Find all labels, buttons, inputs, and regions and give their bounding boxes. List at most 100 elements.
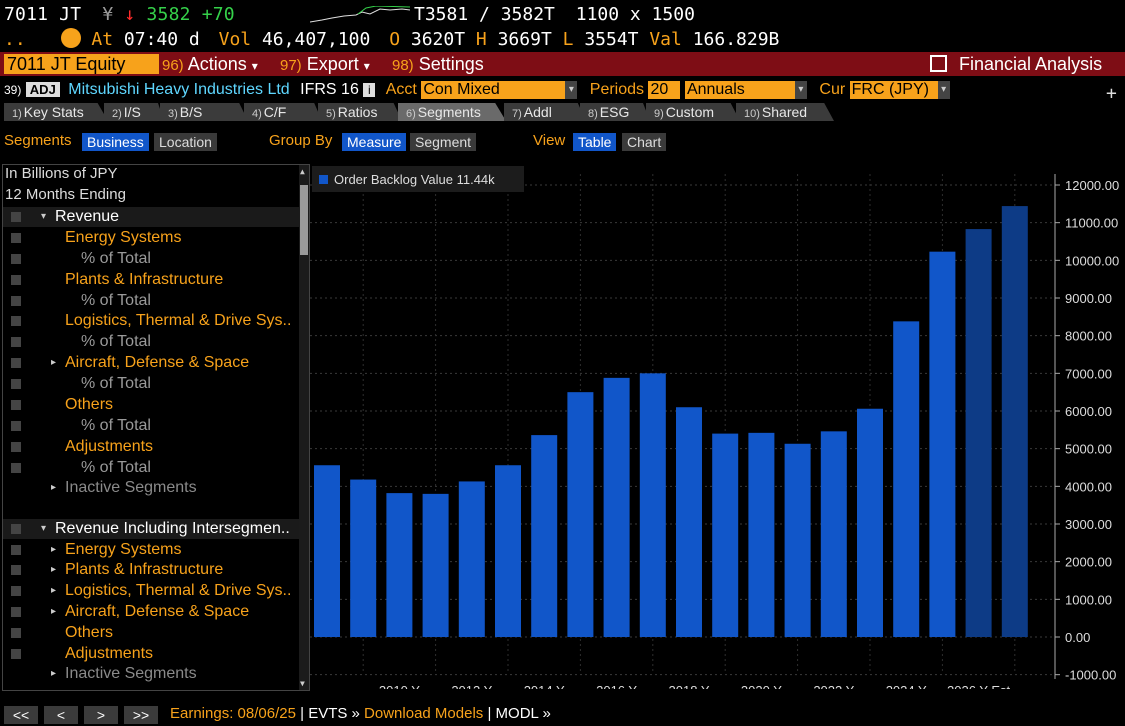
row-checkbox[interactable] [11, 628, 21, 638]
expand-icon[interactable]: ▸ [51, 482, 57, 493]
chevron-down-icon[interactable]: ▾ [794, 81, 807, 99]
tab-custom[interactable]: 9) Custom [646, 103, 740, 121]
tree-section-row[interactable]: ▾ Revenue Including Intersegmen.. [3, 519, 299, 539]
tree-row[interactable]: ▸ Inactive Segments [3, 478, 299, 498]
tree-row[interactable]: Logistics, Thermal & Drive Sys.. [3, 311, 299, 331]
row-checkbox[interactable] [11, 337, 21, 347]
row-checkbox[interactable] [11, 649, 21, 659]
modl-link[interactable]: MODL » [495, 705, 551, 722]
tree-row[interactable]: % of Total [3, 374, 299, 394]
earnings-link[interactable]: Earnings: 08/06/25 [170, 705, 296, 722]
scrollbar[interactable]: ▲ ▼ [299, 165, 309, 690]
last-page-button[interactable]: >> [124, 706, 158, 724]
chart-toggle[interactable]: Chart [622, 133, 667, 151]
tree-row[interactable]: Plants & Infrastructure [3, 270, 299, 290]
row-checkbox[interactable] [11, 275, 21, 285]
tree-section-row[interactable]: ▾ Revenue [3, 207, 299, 227]
periods-type-dropdown[interactable]: Annuals [684, 81, 795, 99]
security-field[interactable]: 7011 JT Equity [4, 54, 159, 74]
row-checkbox[interactable] [11, 421, 21, 431]
table-toggle[interactable]: Table [573, 133, 617, 151]
tab-shared[interactable]: 10) Shared [736, 103, 834, 121]
row-checkbox[interactable] [11, 565, 21, 575]
info-icon[interactable]: i [363, 83, 376, 98]
row-checkbox[interactable] [11, 233, 21, 243]
tree-row[interactable]: Adjustments [3, 437, 299, 457]
collapse-icon[interactable]: ▾ [41, 211, 47, 222]
tree-row[interactable]: Others [3, 623, 299, 643]
x-tick-label: 2020 Y [741, 683, 782, 689]
evts-link[interactable]: EVTS » [308, 705, 360, 722]
row-checkbox[interactable] [11, 524, 21, 534]
row-checkbox[interactable] [11, 358, 21, 368]
scroll-up-icon[interactable]: ▲ [300, 167, 305, 176]
tree-row[interactable]: ▸ Aircraft, Defense & Space [3, 353, 299, 373]
business-toggle[interactable]: Business [82, 133, 149, 151]
x-tick-label: 2018 Y [669, 683, 710, 689]
tab-esg[interactable]: 8) ESG [580, 103, 650, 121]
tree-row[interactable]: ▸ Inactive Segments [3, 664, 299, 684]
scroll-down-icon[interactable]: ▼ [300, 679, 305, 688]
row-checkbox[interactable] [11, 296, 21, 306]
function-title[interactable]: Financial Analysis [930, 52, 1102, 76]
expand-icon[interactable]: ▸ [51, 585, 57, 596]
row-checkbox[interactable] [11, 400, 21, 410]
segment-toggle[interactable]: Segment [410, 133, 477, 151]
row-checkbox[interactable] [11, 545, 21, 555]
row-checkbox[interactable] [11, 607, 21, 617]
tree-row[interactable]: % of Total [3, 416, 299, 436]
expand-icon[interactable]: ▸ [51, 357, 57, 368]
first-page-button[interactable]: << [4, 706, 38, 724]
tab-segments[interactable]: 6) Segments [398, 103, 506, 121]
toolbar: 96) Actions ▾ 97) Export ▾ 98) Settings … [0, 52, 1125, 76]
acct-dropdown[interactable]: Con Mixed [421, 81, 566, 99]
row-checkbox[interactable] [11, 212, 21, 222]
tab-balance-sheet[interactable]: 3) B/S [160, 103, 248, 121]
tree-row[interactable]: % of Total [3, 249, 299, 269]
zoom-icon[interactable]: + [1106, 83, 1117, 104]
tree-row[interactable]: ▸ Plants & Infrastructure [3, 560, 299, 580]
tab-ratios[interactable]: 5) Ratios [318, 103, 402, 121]
tab-key-stats[interactable]: 1) Key Stats [4, 103, 108, 121]
expand-icon[interactable]: ▸ [51, 564, 57, 575]
periods-field[interactable]: 20 [648, 81, 681, 99]
scrollbar-thumb[interactable] [300, 185, 308, 255]
tab-income-statement[interactable]: 2) I/S [104, 103, 164, 121]
row-checkbox[interactable] [11, 442, 21, 452]
next-page-button[interactable]: > [84, 706, 118, 724]
row-checkbox[interactable] [11, 316, 21, 326]
tree-row[interactable]: Adjustments [3, 644, 299, 664]
currency-dropdown[interactable]: FRC (JPY) [849, 81, 938, 99]
measure-toggle[interactable]: Measure [342, 133, 407, 151]
tree-row[interactable]: Energy Systems [3, 228, 299, 248]
location-toggle[interactable]: Location [154, 133, 217, 151]
y-tick-label: 3000.00 [1065, 517, 1112, 532]
tree-row[interactable]: ▸ Energy Systems [3, 540, 299, 560]
tab-cash-flow[interactable]: 4) C/F [244, 103, 322, 121]
tree-row[interactable]: % of Total [3, 291, 299, 311]
tree-row[interactable]: % of Total [3, 458, 299, 478]
row-checkbox[interactable] [11, 379, 21, 389]
export-menu[interactable]: 97) Export ▾ [280, 54, 370, 74]
row-checkbox[interactable] [11, 254, 21, 264]
expand-icon[interactable]: ▸ [51, 606, 57, 617]
row-checkbox[interactable] [11, 463, 21, 473]
settings-menu[interactable]: 98) Settings [392, 54, 484, 74]
chevron-down-icon[interactable]: ▾ [937, 81, 950, 99]
prev-page-button[interactable]: < [44, 706, 78, 724]
download-models-link[interactable]: Download Models [364, 705, 484, 722]
tree-row[interactable]: Others [3, 395, 299, 415]
expand-icon[interactable]: ▸ [51, 668, 57, 679]
row-checkbox[interactable] [11, 586, 21, 596]
tab-addl[interactable]: 7) Addl [504, 103, 586, 121]
segments-label: Segments [4, 132, 72, 149]
adj-button[interactable]: ADJ [25, 82, 60, 98]
tree-row[interactable]: ▸ Aircraft, Defense & Space [3, 602, 299, 622]
chevron-down-icon[interactable]: ▾ [565, 81, 578, 99]
tree-row[interactable]: % of Total [3, 332, 299, 352]
tree-row[interactable]: ▸ Logistics, Thermal & Drive Sys.. [3, 581, 299, 601]
actions-menu[interactable]: 96) Actions ▾ [162, 54, 258, 74]
expand-icon[interactable]: ▸ [51, 544, 57, 555]
bar-2015-y [567, 392, 594, 637]
collapse-icon[interactable]: ▾ [41, 523, 47, 534]
